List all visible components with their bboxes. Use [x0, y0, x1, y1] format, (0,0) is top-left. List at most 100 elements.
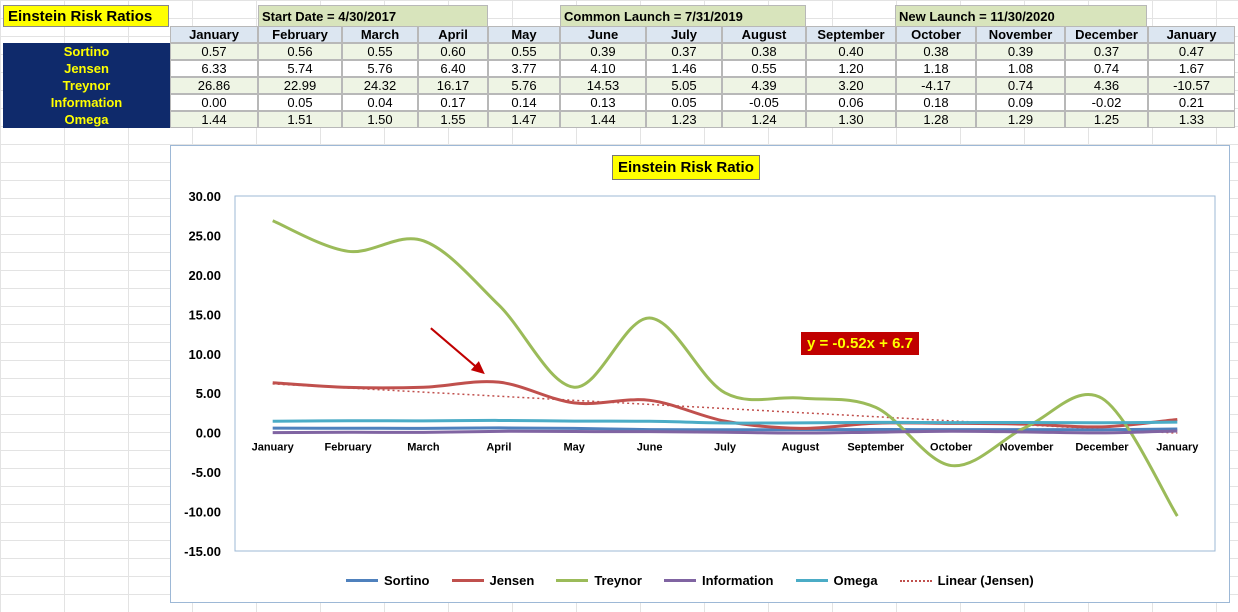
table-cell[interactable]: 0.14 — [488, 94, 560, 111]
table-cell[interactable]: 0.04 — [342, 94, 418, 111]
column-header[interactable]: June — [560, 26, 646, 43]
x-tick-label: September — [847, 442, 905, 454]
table-cell[interactable]: 1.67 — [1148, 60, 1235, 77]
y-tick-label: 10.00 — [188, 347, 221, 362]
table-cell[interactable]: 16.17 — [418, 77, 488, 94]
row-label[interactable]: Treynor — [3, 77, 170, 94]
table-cell[interactable]: 0.17 — [418, 94, 488, 111]
column-header[interactable]: January — [170, 26, 258, 43]
table-cell[interactable]: 1.18 — [896, 60, 976, 77]
table-cell[interactable]: 0.18 — [896, 94, 976, 111]
table-cell[interactable]: 1.46 — [646, 60, 722, 77]
table-cell[interactable]: 1.28 — [896, 111, 976, 128]
legend-item[interactable]: Sortino — [346, 573, 430, 588]
table-cell[interactable]: 0.37 — [646, 43, 722, 60]
table-cell[interactable]: 0.57 — [170, 43, 258, 60]
column-header[interactable]: July — [646, 26, 722, 43]
row-label[interactable]: Omega — [3, 111, 170, 128]
table-cell[interactable]: 0.06 — [806, 94, 896, 111]
column-header[interactable]: May — [488, 26, 560, 43]
table-cell[interactable]: 0.39 — [976, 43, 1065, 60]
table-cell[interactable]: 4.39 — [722, 77, 806, 94]
table-cell[interactable]: 5.74 — [258, 60, 342, 77]
sheet-title-text: Einstein Risk Ratios — [8, 7, 153, 25]
table-cell[interactable]: 0.21 — [1148, 94, 1235, 111]
common-launch-text: Common Launch = 7/31/2019 — [564, 8, 743, 24]
table-cell[interactable]: -0.02 — [1065, 94, 1148, 111]
table-cell[interactable]: 0.40 — [806, 43, 896, 60]
table-cell[interactable]: 0.55 — [342, 43, 418, 60]
column-header[interactable]: March — [342, 26, 418, 43]
row-label[interactable]: Information — [3, 94, 170, 111]
table-cell[interactable]: 0.38 — [896, 43, 976, 60]
table-cell[interactable]: 1.44 — [170, 111, 258, 128]
table-cell[interactable]: 0.47 — [1148, 43, 1235, 60]
table-cell[interactable]: 0.55 — [488, 43, 560, 60]
table-cell[interactable]: 0.05 — [646, 94, 722, 111]
table-cell[interactable]: 26.86 — [170, 77, 258, 94]
column-header[interactable]: October — [896, 26, 976, 43]
table-cell[interactable]: 24.32 — [342, 77, 418, 94]
chart-area[interactable]: 30.00 25.00 20.00 15.00 10.00 5.00 0.00 -5.00 -1… — [170, 145, 1230, 603]
legend-item[interactable]: Information — [664, 573, 774, 588]
table-cell[interactable]: 0.37 — [1065, 43, 1148, 60]
table-cell[interactable]: 1.47 — [488, 111, 560, 128]
row-label[interactable]: Jensen — [3, 60, 170, 77]
table-cell[interactable]: -4.17 — [896, 77, 976, 94]
table-cell[interactable]: 1.29 — [976, 111, 1065, 128]
table-cell[interactable]: 1.50 — [342, 111, 418, 128]
table-cell[interactable]: 6.40 — [418, 60, 488, 77]
table-cell[interactable]: 14.53 — [560, 77, 646, 94]
table-cell[interactable]: 0.05 — [258, 94, 342, 111]
table-cell[interactable]: 1.55 — [418, 111, 488, 128]
legend-item[interactable]: Jensen — [451, 573, 534, 588]
legend-item[interactable]: Omega — [795, 573, 878, 588]
table-cell[interactable]: 1.24 — [722, 111, 806, 128]
table-cell[interactable]: 0.00 — [170, 94, 258, 111]
table-cell[interactable]: -0.05 — [722, 94, 806, 111]
table-cell[interactable]: 0.38 — [722, 43, 806, 60]
column-header[interactable]: August — [722, 26, 806, 43]
table-cell[interactable]: 0.39 — [560, 43, 646, 60]
y-tick-label: -5.00 — [191, 465, 221, 480]
table-cell[interactable]: 1.51 — [258, 111, 342, 128]
table-cell[interactable]: 5.05 — [646, 77, 722, 94]
table-cell[interactable]: 0.74 — [1065, 60, 1148, 77]
table-cell[interactable]: 4.36 — [1065, 77, 1148, 94]
table-cell[interactable]: 22.99 — [258, 77, 342, 94]
table-cell[interactable]: 5.76 — [488, 77, 560, 94]
table-cell[interactable]: -10.57 — [1148, 77, 1235, 94]
start-date-cell[interactable]: Start Date = 4/30/2017 — [258, 5, 488, 27]
sheet-title[interactable]: Einstein Risk Ratios — [3, 5, 169, 27]
column-header[interactable]: November — [976, 26, 1065, 43]
table-cell[interactable]: 1.30 — [806, 111, 896, 128]
table-cell[interactable]: 5.76 — [342, 60, 418, 77]
column-header[interactable]: September — [806, 26, 896, 43]
row-label[interactable]: Sortino — [3, 43, 170, 60]
table-cell[interactable]: 1.08 — [976, 60, 1065, 77]
table-cell[interactable]: 0.09 — [976, 94, 1065, 111]
table-cell[interactable]: 0.13 — [560, 94, 646, 111]
column-header[interactable]: April — [418, 26, 488, 43]
table-cell[interactable]: 1.25 — [1065, 111, 1148, 128]
legend-item[interactable]: Linear (Jensen) — [899, 573, 1034, 588]
table-cell[interactable]: 1.44 — [560, 111, 646, 128]
table-cell[interactable]: 0.74 — [976, 77, 1065, 94]
table-cell[interactable]: 6.33 — [170, 60, 258, 77]
column-header[interactable]: February — [258, 26, 342, 43]
table-cell[interactable]: 0.55 — [722, 60, 806, 77]
common-launch-cell[interactable]: Common Launch = 7/31/2019 — [560, 5, 806, 27]
new-launch-cell[interactable]: New Launch = 11/30/2020 — [895, 5, 1147, 27]
table-cell[interactable]: 1.33 — [1148, 111, 1235, 128]
column-header[interactable]: December — [1065, 26, 1148, 43]
legend-item[interactable]: Treynor — [556, 573, 642, 588]
table-cell[interactable]: 4.10 — [560, 60, 646, 77]
table-cell[interactable]: 1.23 — [646, 111, 722, 128]
table-cell[interactable]: 0.56 — [258, 43, 342, 60]
column-header[interactable]: January — [1148, 26, 1235, 43]
table-cell[interactable]: 1.20 — [806, 60, 896, 77]
table-cell[interactable]: 3.20 — [806, 77, 896, 94]
table-cell[interactable]: 3.77 — [488, 60, 560, 77]
legend-swatch — [451, 579, 484, 582]
table-cell[interactable]: 0.60 — [418, 43, 488, 60]
